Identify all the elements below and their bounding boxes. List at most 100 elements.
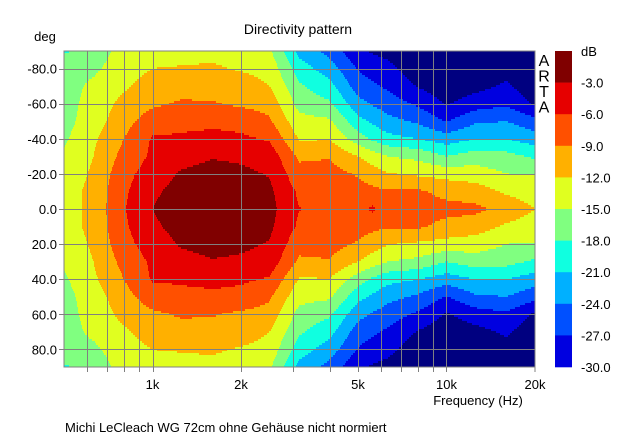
heatmap-cell [345, 317, 364, 320]
heatmap-cell [269, 331, 286, 334]
heatmap-cell [521, 323, 535, 326]
heatmap-cell [277, 65, 291, 68]
heatmap-cell [343, 247, 382, 250]
heatmap-cell [336, 107, 351, 110]
heatmap-cell [293, 315, 331, 318]
heatmap-cell [490, 229, 535, 232]
heatmap-cell [449, 179, 535, 182]
heatmap-cell [381, 263, 438, 266]
heatmap-cell [355, 351, 395, 354]
heatmap-cell [271, 329, 287, 332]
heatmap-cell [428, 111, 470, 114]
heatmap-cell [345, 117, 362, 120]
heatmap-cell [294, 263, 352, 266]
heatmap-cell [64, 259, 93, 262]
heatmap-cell [187, 249, 250, 252]
heatmap-cell [343, 133, 362, 136]
heatmap-cell [64, 331, 84, 334]
heatmap-cell [364, 257, 414, 260]
heatmap-cell [359, 115, 392, 118]
heatmap-cell [343, 169, 382, 172]
heatmap-cell [331, 119, 347, 122]
heatmap-cell [258, 77, 282, 80]
heatmap-cell [357, 287, 382, 290]
heatmap-cell [311, 65, 336, 68]
heatmap-cell [379, 187, 490, 190]
heatmap-cell [64, 137, 69, 140]
heatmap-cell [110, 53, 273, 56]
heatmap-cell [339, 111, 355, 114]
heatmap-cell [353, 327, 387, 330]
heatmap-cell [336, 291, 352, 294]
heatmap-cell [277, 63, 290, 66]
heatmap-cell [375, 151, 431, 154]
heatmap-cell [147, 153, 278, 156]
heatmap-cell [82, 219, 107, 222]
heatmap-cell [141, 165, 193, 168]
heatmap-cell [69, 279, 98, 282]
heatmap-cell [352, 263, 381, 266]
heatmap-cell [316, 323, 341, 326]
heatmap-cell [333, 333, 349, 336]
heatmap-cell [474, 293, 514, 296]
heatmap-cell [368, 137, 413, 140]
heatmap-cell [289, 295, 333, 298]
heatmap-cell [527, 317, 535, 320]
heatmap-cell [460, 115, 531, 118]
heatmap-cell [531, 259, 535, 262]
heatmap-cell [372, 123, 419, 126]
heatmap-cell [147, 155, 279, 158]
heatmap-cell [78, 107, 112, 110]
heatmap-cell [335, 63, 353, 66]
heatmap-cell [107, 227, 129, 230]
heatmap-cell [162, 191, 274, 194]
heatmap-cell [334, 311, 350, 314]
heatmap-cell [368, 279, 413, 282]
heatmap-cell [282, 161, 299, 164]
heatmap-cell [139, 167, 187, 170]
heatmap-cell [524, 201, 535, 204]
heatmap-cell [341, 323, 356, 326]
heatmap-cell [152, 135, 249, 138]
heatmap-cell [82, 221, 107, 224]
heatmap-cell [373, 53, 535, 56]
heatmap-cell [413, 333, 500, 336]
heatmap-cell [109, 361, 273, 364]
heatmap-cell [249, 281, 281, 284]
heatmap-cell [158, 219, 275, 222]
heatmap-cell [82, 193, 107, 196]
heatmap-cell [66, 273, 96, 276]
heatmap-cell [137, 245, 178, 248]
heatmap-cell [273, 227, 295, 230]
heatmap-cell [280, 311, 295, 314]
heatmap-cell [139, 117, 270, 120]
heatmap-cell [64, 109, 78, 112]
heatmap-cell [276, 201, 298, 204]
heatmap-cell [357, 303, 387, 306]
heatmap-cell [343, 97, 360, 100]
heatmap-cell [64, 277, 68, 280]
heatmap-cell [479, 183, 535, 186]
heatmap-cell [333, 83, 349, 86]
heatmap-cell [277, 351, 291, 354]
heatmap-cell [64, 105, 78, 108]
heatmap-cell [335, 143, 357, 146]
heatmap-cell [345, 135, 365, 138]
heatmap-cell [286, 299, 327, 302]
heatmap-cell [269, 85, 286, 88]
heatmap-cell [155, 213, 276, 216]
heatmap-cell [372, 293, 419, 296]
heatmap-cell [446, 199, 520, 202]
heatmap-cell [107, 197, 128, 200]
heatmap-cell [284, 303, 305, 306]
heatmap-cell [292, 99, 329, 102]
heatmap-cell [64, 73, 96, 76]
heatmap-cell [389, 145, 535, 148]
heatmap-cell [146, 157, 280, 160]
heatmap-cell [437, 319, 462, 322]
heatmap-cell [364, 99, 403, 102]
heatmap-cell [64, 91, 82, 94]
heatmap-cell [403, 99, 439, 102]
heatmap-cell [416, 331, 496, 334]
heatmap-cell [276, 205, 299, 208]
